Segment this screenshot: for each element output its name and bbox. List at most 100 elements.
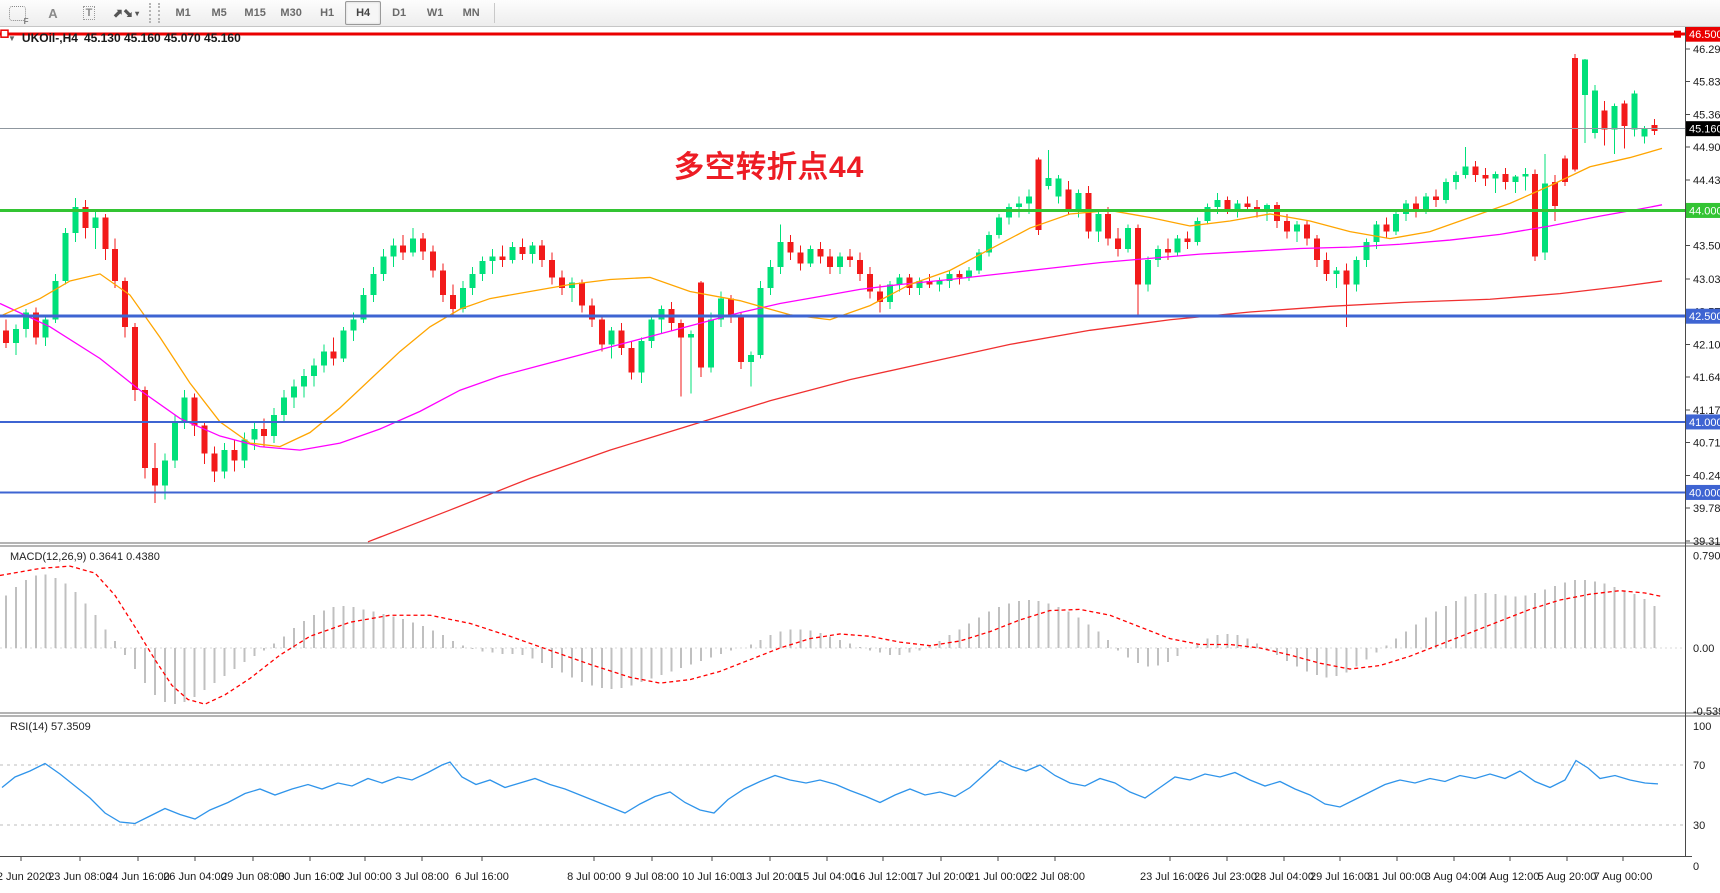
pane-separators — [0, 542, 1720, 717]
candle-body — [817, 249, 824, 257]
candle-body — [32, 312, 39, 338]
candle-body — [62, 233, 69, 281]
date-label: 6 Jul 16:00 — [455, 871, 509, 883]
rsi-scale-label: 0 — [1693, 861, 1699, 873]
candle-body — [578, 282, 585, 306]
candle-body — [211, 453, 218, 472]
date-label: 24 Jun 16:00 — [106, 871, 170, 883]
candle-body — [290, 386, 297, 398]
candle-body — [569, 282, 576, 288]
candle-body — [1422, 196, 1429, 211]
symbol-period-label: UKOil-,H4 — [21, 31, 78, 45]
macd-scale-label: -0.5399 — [1693, 706, 1720, 718]
price-axis[interactable]: 46.29045.83045.36044.90044.43043.97043.5… — [0, 26, 1720, 873]
candle-body — [1512, 176, 1519, 183]
timeframe-button-mn[interactable]: MN — [462, 7, 480, 19]
candle-body — [757, 287, 764, 355]
toolbar-grip[interactable] — [149, 3, 161, 23]
candle-body — [1184, 238, 1191, 243]
candle-body — [1303, 224, 1310, 239]
candle-body — [698, 282, 705, 368]
candle-body — [261, 428, 268, 437]
frame-tool-button[interactable]: F — [0, 1, 34, 26]
candle-body — [1591, 90, 1598, 133]
date-label: 26 Jul 23:00 — [1197, 871, 1257, 883]
price-tick-label: 40.240 — [1693, 471, 1720, 483]
candle-body — [1631, 93, 1638, 130]
toolbar: F A T ⬈⬊ ▾ M1 M5 M15 M30 H1 H4 D1 W1 MN — [0, 0, 1720, 27]
candle-body — [559, 277, 566, 288]
candle-body — [400, 245, 407, 253]
hline-price-label-text: 46.500 — [1689, 29, 1720, 41]
fast-ma-line — [0, 147, 1663, 448]
chart-marker-icon: ▼ — [8, 33, 16, 43]
hline-price-label: 42.500 — [1686, 308, 1720, 324]
candle-body — [618, 330, 625, 348]
date-label: 4 Aug 12:00 — [1481, 871, 1540, 883]
candle-body — [1581, 59, 1588, 95]
candle-body — [251, 428, 258, 440]
hline-price-label-text: 44.000 — [1689, 205, 1720, 217]
candle-body — [201, 425, 208, 454]
timeframe-button-m15[interactable]: M15 — [244, 7, 266, 19]
timeframe-button-w1[interactable]: W1 — [426, 7, 444, 19]
ohlc-values: 45.130 45.160 45.070 45.160 — [83, 31, 241, 45]
price-tick-label: 40.710 — [1693, 437, 1720, 449]
hline-handle-right[interactable] — [1674, 30, 1681, 38]
date-label: 29 Jun 08:00 — [221, 871, 285, 883]
candle-body — [837, 256, 844, 267]
candle-body — [300, 376, 307, 387]
candle-body — [866, 273, 873, 292]
candle-body — [439, 270, 446, 296]
date-label: 5 Aug 20:00 — [1538, 871, 1597, 883]
candle-body — [936, 280, 943, 285]
candle-body — [529, 245, 536, 255]
candle-body — [946, 273, 953, 281]
candle-body — [42, 319, 49, 338]
timeframe-button-m1[interactable]: M1 — [175, 7, 191, 19]
chart-annotation-text[interactable]: 多空转折点44 — [674, 151, 865, 184]
date-label: 10 Jul 16:00 — [682, 871, 742, 883]
candle-body — [1611, 106, 1618, 130]
candle-body — [1144, 259, 1151, 285]
date-label: 28 Jul 04:00 — [1254, 871, 1314, 883]
arrows-tool-button[interactable]: ⬈⬊ ▾ — [108, 1, 144, 25]
candle-body — [151, 467, 158, 486]
candle-body — [956, 273, 963, 278]
text-tool-button[interactable]: A — [36, 1, 70, 25]
timeframe-button-h4[interactable]: H4 — [345, 1, 382, 25]
candle-body — [1224, 199, 1231, 211]
candle-body — [658, 309, 665, 320]
candle-body — [1293, 224, 1300, 232]
price-tick-label: 44.430 — [1693, 175, 1720, 187]
chart-plot-area[interactable] — [0, 26, 1685, 856]
date-label: 31 Jul 00:00 — [1367, 871, 1427, 883]
candle-body — [449, 295, 456, 310]
label-tool-icon: T — [82, 6, 96, 20]
candle-body — [1055, 178, 1062, 197]
hline-handle-left[interactable] — [0, 29, 9, 38]
candle-body — [1353, 259, 1360, 285]
candle-body — [1383, 224, 1390, 232]
candle-body — [727, 298, 734, 317]
timeframe-button-m30[interactable]: M30 — [280, 7, 302, 19]
price-tick-label: 39.780 — [1693, 503, 1720, 515]
arrows-tool-icon: ⬈⬊ — [113, 6, 134, 20]
timeframe-button-m5[interactable]: M5 — [211, 7, 227, 19]
timeframe-button-d1[interactable]: D1 — [392, 7, 407, 19]
candle-body — [171, 421, 178, 461]
candle-body — [1522, 173, 1529, 177]
label-tool-button[interactable]: T — [72, 1, 106, 25]
rsi-scale-label: 30 — [1693, 820, 1705, 832]
date-label: 21 Jul 00:00 — [968, 871, 1028, 883]
candle-body — [1333, 270, 1340, 274]
hline-price-label: 40.000 — [1686, 484, 1720, 500]
candle-body — [1601, 110, 1608, 130]
timeframe-button-h1[interactable]: H1 — [320, 7, 335, 19]
candle-body — [539, 245, 546, 260]
candle-body — [787, 242, 794, 253]
candle-body — [708, 319, 715, 368]
candle-body — [856, 259, 863, 274]
